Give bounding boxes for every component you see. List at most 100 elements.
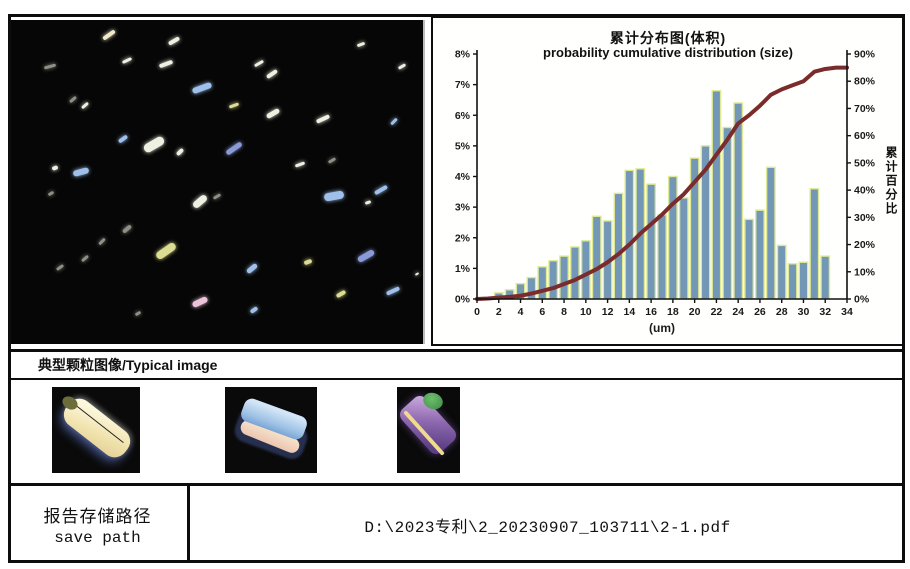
- svg-text:24: 24: [732, 306, 744, 318]
- bright-particle: [97, 237, 106, 246]
- bright-particle: [323, 190, 345, 202]
- svg-text:8%: 8%: [455, 49, 471, 61]
- bright-particle: [229, 102, 240, 109]
- svg-text:28: 28: [776, 306, 788, 318]
- bright-particle: [43, 63, 57, 70]
- svg-text:50%: 50%: [854, 157, 876, 169]
- typical-image-label: 典型颗粒图像/Typical image: [38, 357, 218, 373]
- chart-subtitle: probability cumulative distribution (siz…: [543, 45, 793, 60]
- cumulative-distribution-chart: 0% 1% 2% 3% 4% 5% 6% 7% 8% 0% 10% 20% 30% 40% 50% 60% 70…: [431, 16, 905, 346]
- bright-particle: [225, 141, 244, 157]
- bright-particle: [266, 68, 279, 79]
- bright-particle: [212, 193, 222, 200]
- svg-text:4: 4: [518, 306, 524, 318]
- svg-text:8: 8: [561, 306, 567, 318]
- svg-text:12: 12: [602, 306, 614, 318]
- bright-particle: [191, 295, 209, 308]
- save-path-label-en: save path: [54, 529, 141, 547]
- save-path-label-zh: 报告存储路径: [43, 507, 152, 526]
- bright-particle: [245, 262, 259, 275]
- svg-text:30: 30: [798, 306, 810, 318]
- svg-text:40%: 40%: [854, 185, 876, 197]
- bright-particle: [295, 160, 306, 168]
- bright-particle: [249, 306, 259, 315]
- bright-particle: [81, 254, 90, 262]
- svg-text:80%: 80%: [854, 76, 876, 88]
- svg-text:70%: 70%: [854, 103, 876, 115]
- svg-text:5%: 5%: [455, 140, 471, 152]
- bright-particle: [117, 134, 129, 144]
- typical-image-section-header: 典型颗粒图像/Typical image: [8, 349, 905, 380]
- bright-particle: [191, 193, 209, 210]
- particle-thumbnail-2: [225, 387, 317, 473]
- bright-particle: [101, 29, 116, 41]
- svg-text:30%: 30%: [854, 212, 876, 224]
- bright-particle: [122, 224, 133, 235]
- svg-text:6%: 6%: [455, 110, 471, 122]
- svg-text:18: 18: [667, 306, 679, 318]
- svg-text:14: 14: [624, 306, 636, 318]
- bright-particle: [72, 167, 90, 177]
- svg-text:0: 0: [474, 306, 480, 318]
- svg-text:(um): (um): [649, 321, 675, 335]
- bright-particle: [414, 271, 419, 276]
- bright-particle: [266, 107, 281, 119]
- svg-text:0%: 0%: [854, 294, 870, 306]
- bright-particle: [364, 200, 372, 206]
- save-path-value-cell: D:\2023专利\2_20230907_103711\2-1.pdf: [190, 486, 905, 563]
- bright-particle: [390, 118, 398, 126]
- svg-text:34: 34: [841, 306, 853, 318]
- particle-thumbnail-1: [52, 387, 140, 473]
- bright-particle: [328, 157, 337, 165]
- svg-text:10%: 10%: [854, 266, 876, 278]
- bright-particle: [315, 114, 331, 124]
- bright-particle: [253, 59, 265, 68]
- svg-text:1%: 1%: [455, 263, 471, 275]
- svg-text:20%: 20%: [854, 239, 876, 251]
- chart-title: 累计分布图(体积): [609, 30, 727, 46]
- bright-particle: [122, 56, 133, 64]
- bright-particle: [51, 164, 59, 171]
- svg-text:10: 10: [580, 306, 592, 318]
- svg-text:6: 6: [539, 306, 545, 318]
- right-axis-title: 累计百分比: [884, 146, 898, 216]
- bright-particle: [167, 36, 180, 47]
- bright-particle: [68, 95, 77, 103]
- save-path-value: D:\2023专利\2_20230907_103711\2-1.pdf: [364, 518, 731, 537]
- darkfield-microscopy-image: [11, 20, 425, 344]
- svg-text:32: 32: [819, 306, 831, 318]
- bright-particle: [159, 59, 174, 69]
- save-path-row: 报告存储路径 save path D:\2023专利\2_20230907_10…: [8, 483, 905, 563]
- svg-text:16: 16: [645, 306, 657, 318]
- bright-particle: [56, 264, 65, 272]
- svg-text:60%: 60%: [854, 130, 876, 142]
- bright-particle: [81, 102, 90, 110]
- bright-particle: [142, 134, 166, 154]
- bright-particle: [191, 81, 213, 95]
- svg-text:26: 26: [754, 306, 766, 318]
- bright-particle: [47, 190, 55, 197]
- svg-text:90%: 90%: [854, 49, 876, 61]
- particle-thumbnail-3: [397, 387, 460, 473]
- svg-text:20: 20: [689, 306, 701, 318]
- bright-particle: [398, 63, 407, 71]
- bright-particle: [373, 185, 388, 196]
- svg-text:2%: 2%: [455, 232, 471, 244]
- bright-particle: [356, 41, 366, 47]
- svg-text:7%: 7%: [455, 79, 471, 91]
- bright-particle: [134, 310, 141, 316]
- bright-particle: [336, 289, 347, 299]
- save-path-label-cell: 报告存储路径 save path: [8, 486, 190, 563]
- bright-particle: [356, 249, 376, 264]
- svg-text:2: 2: [496, 306, 502, 318]
- svg-text:22: 22: [711, 306, 723, 318]
- svg-text:0%: 0%: [455, 294, 471, 306]
- bright-particle: [303, 258, 312, 265]
- svg-text:4%: 4%: [455, 171, 471, 183]
- chart-plot-area: 0% 1% 2% 3% 4% 5% 6% 7% 8% 0% 10% 20% 30% 40% 50% 60% 70…: [455, 49, 876, 336]
- bright-particle: [385, 286, 401, 296]
- bright-particle: [154, 241, 178, 261]
- bright-particle: [175, 147, 185, 156]
- svg-text:3%: 3%: [455, 202, 471, 214]
